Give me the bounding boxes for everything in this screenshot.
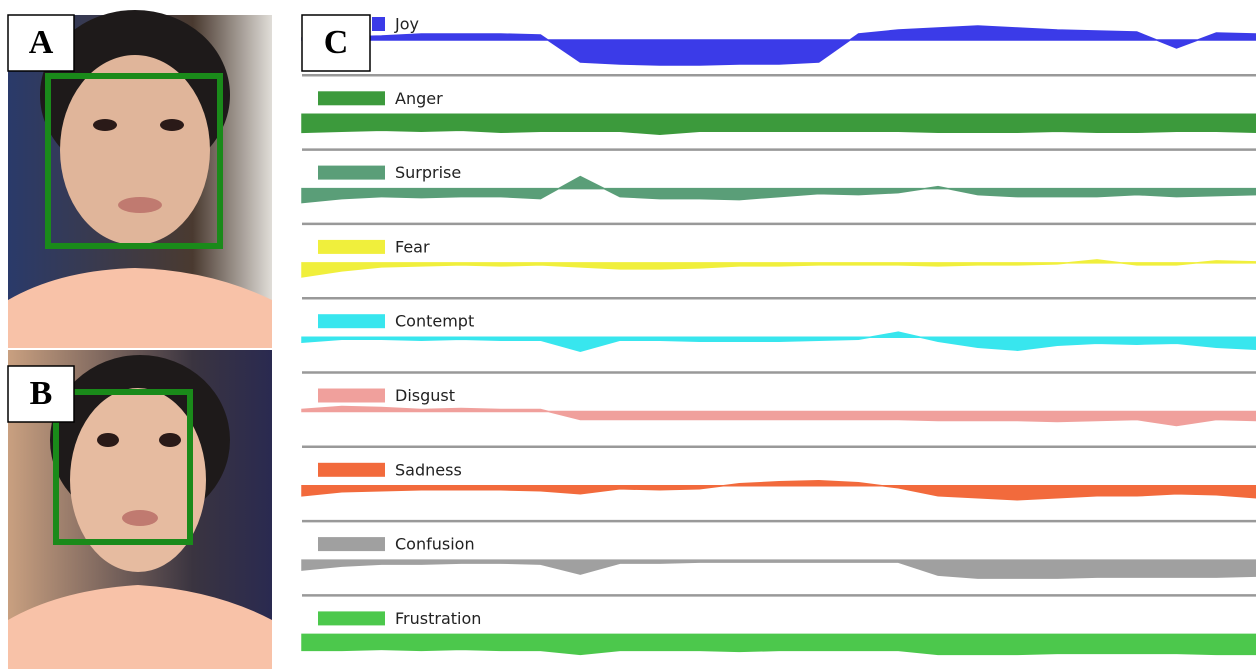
legend-swatch bbox=[372, 17, 385, 31]
emotion-area bbox=[302, 332, 1256, 351]
emotion-area bbox=[302, 260, 1256, 277]
panel-label: B bbox=[30, 375, 53, 412]
emotion-name: Joy bbox=[394, 15, 419, 34]
emotion-area bbox=[302, 560, 1256, 578]
panel-label: A bbox=[29, 24, 54, 61]
emotion-area bbox=[302, 481, 1256, 500]
emotion-rows: Joy Anger Surprise Fear Contempt Disgust Sadne… bbox=[302, 15, 1256, 655]
emotion-area bbox=[302, 26, 1256, 65]
legend-swatch bbox=[318, 166, 385, 180]
emotion-area bbox=[302, 114, 1256, 134]
legend-swatch bbox=[318, 389, 385, 403]
emotion-name: Contempt bbox=[395, 312, 474, 331]
emotion-name: Frustration bbox=[395, 609, 481, 628]
panel-label: C bbox=[324, 24, 349, 61]
emotion-area bbox=[302, 634, 1256, 654]
legend-swatch bbox=[318, 537, 385, 551]
emotion-name: Fear bbox=[395, 237, 430, 256]
emotion-name: Anger bbox=[395, 89, 443, 108]
emotion-name: Surprise bbox=[395, 163, 461, 182]
emotion-name: Disgust bbox=[395, 386, 455, 405]
legend-swatch bbox=[318, 240, 385, 254]
legend-swatch bbox=[318, 463, 385, 477]
figure: Joy Anger Surprise Fear Contempt Disgust Sadne… bbox=[0, 0, 1256, 669]
legend-swatch bbox=[318, 314, 385, 328]
emotion-area bbox=[302, 407, 1256, 426]
legend-swatch bbox=[318, 611, 385, 625]
emotion-name: Confusion bbox=[395, 535, 475, 554]
emotion-name: Sadness bbox=[395, 460, 462, 479]
legend-swatch bbox=[318, 91, 385, 105]
